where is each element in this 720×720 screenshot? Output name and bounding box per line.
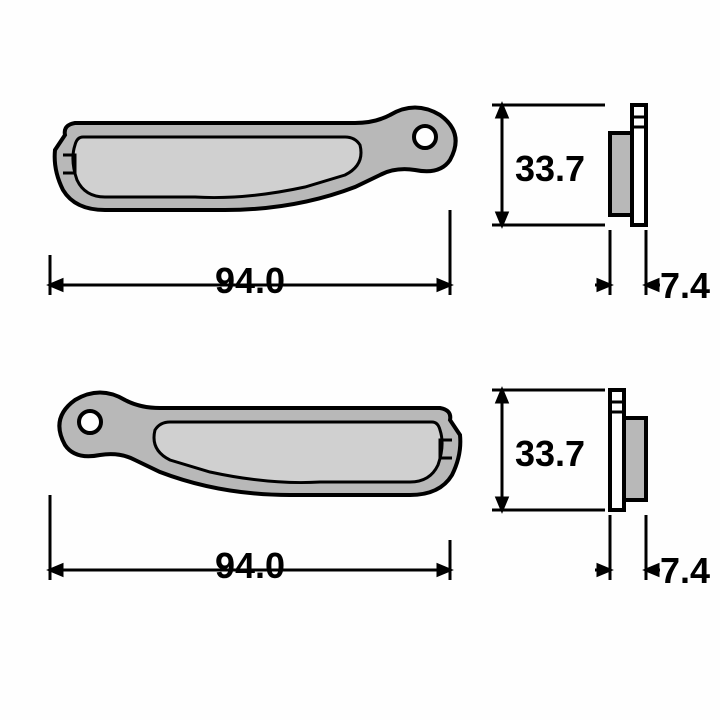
pad-top-side: [610, 105, 646, 225]
technical-drawing: [0, 0, 720, 720]
label-thickness-top: 7.4: [660, 265, 710, 307]
label-width-bottom: 94.0: [215, 545, 285, 587]
dim-thickness-top: [595, 230, 660, 295]
pad-top-front: [55, 108, 456, 211]
label-height-bottom: 33.7: [515, 433, 585, 475]
pad-bottom-front: [59, 393, 460, 496]
label-thickness-bottom: 7.4: [660, 550, 710, 592]
diagram-container: 94.0 33.7 7.4 94.0 33.7 7.4: [0, 0, 720, 720]
label-height-top: 33.7: [515, 148, 585, 190]
dim-thickness-bottom: [595, 515, 660, 580]
pad-bottom-side: [610, 390, 646, 510]
label-width-top: 94.0: [215, 260, 285, 302]
